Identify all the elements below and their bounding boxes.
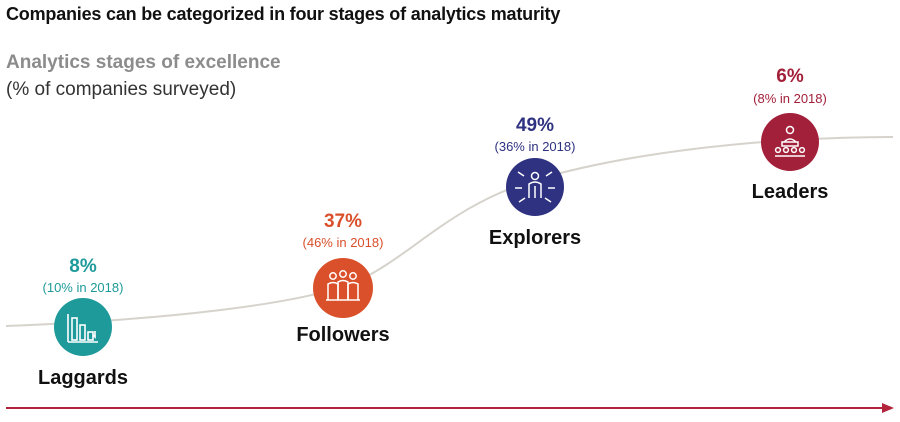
leader-at-podium-icon <box>774 125 806 157</box>
group-of-people-icon <box>326 270 360 301</box>
person-with-arrows-icon <box>515 171 555 203</box>
stage-name: Leaders <box>752 181 829 203</box>
stage-name: Followers <box>296 324 389 346</box>
maturity-curve <box>5 136 894 327</box>
progression-axis <box>6 403 894 413</box>
chart-subtitle: Analytics stages of excellence <box>6 52 281 73</box>
stage-previous-value: (36% in 2018) <box>495 139 576 154</box>
stage-percent: 8% <box>69 256 97 277</box>
stage-followers: 37% (46% in 2018) Followers <box>296 211 389 346</box>
stage-explorers: 49% (36% in 2018) Explorers <box>489 115 581 249</box>
stage-percent: 6% <box>776 66 804 87</box>
stage-previous-value: (10% in 2018) <box>43 280 124 295</box>
stage-marker <box>54 298 112 356</box>
stage-leaders: 6% (8% in 2018) Leaders <box>752 66 829 203</box>
stage-previous-value: (8% in 2018) <box>753 91 827 106</box>
stage-laggards: 8% (10% in 2018) Laggards <box>38 256 128 389</box>
page-title: Companies can be categorized in four sta… <box>6 4 561 24</box>
unit-note: (% of companies surveyed) <box>6 79 237 100</box>
stage-name: Laggards <box>38 367 128 389</box>
stage-percent: 37% <box>324 211 362 232</box>
stage-percent: 49% <box>516 115 554 136</box>
stage-previous-value: (46% in 2018) <box>303 235 384 250</box>
bar-chart-down-icon <box>67 314 98 343</box>
stage-marker <box>313 258 373 318</box>
stage-name: Explorers <box>489 227 581 249</box>
